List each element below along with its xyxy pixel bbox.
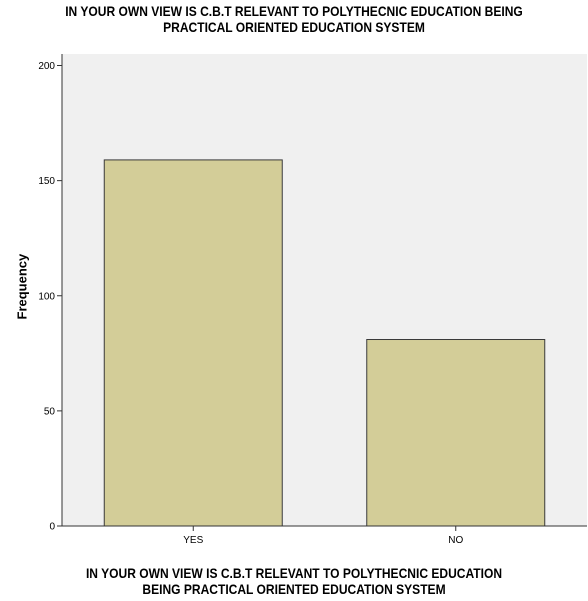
bar-yes — [103, 159, 283, 527]
y-tick-label-150: 150 — [38, 176, 55, 187]
bar-no — [366, 339, 546, 527]
y-tick-label-200: 200 — [38, 61, 55, 72]
x-tick-label-yes: YES — [183, 535, 203, 546]
y-tick-label-0: 0 — [49, 522, 55, 533]
x-axis-label-line-1: IN YOUR OWN VIEW IS C.B.T RELEVANT TO PO… — [85, 565, 503, 581]
y-tick-label-100: 100 — [38, 291, 55, 302]
chart-title-line-1: IN YOUR OWN VIEW IS C.B.T RELEVANT TO PO… — [65, 3, 523, 19]
chart-title-line-2: PRACTICAL ORIENTED EDUCATION SYSTEM — [163, 19, 425, 35]
x-axis-label-line-2: BEING PRACTICAL ORIENTED EDUCATION SYSTE… — [142, 581, 446, 597]
y-tick-label-50: 50 — [44, 406, 56, 417]
x-tick-label-no: NO — [448, 535, 463, 546]
